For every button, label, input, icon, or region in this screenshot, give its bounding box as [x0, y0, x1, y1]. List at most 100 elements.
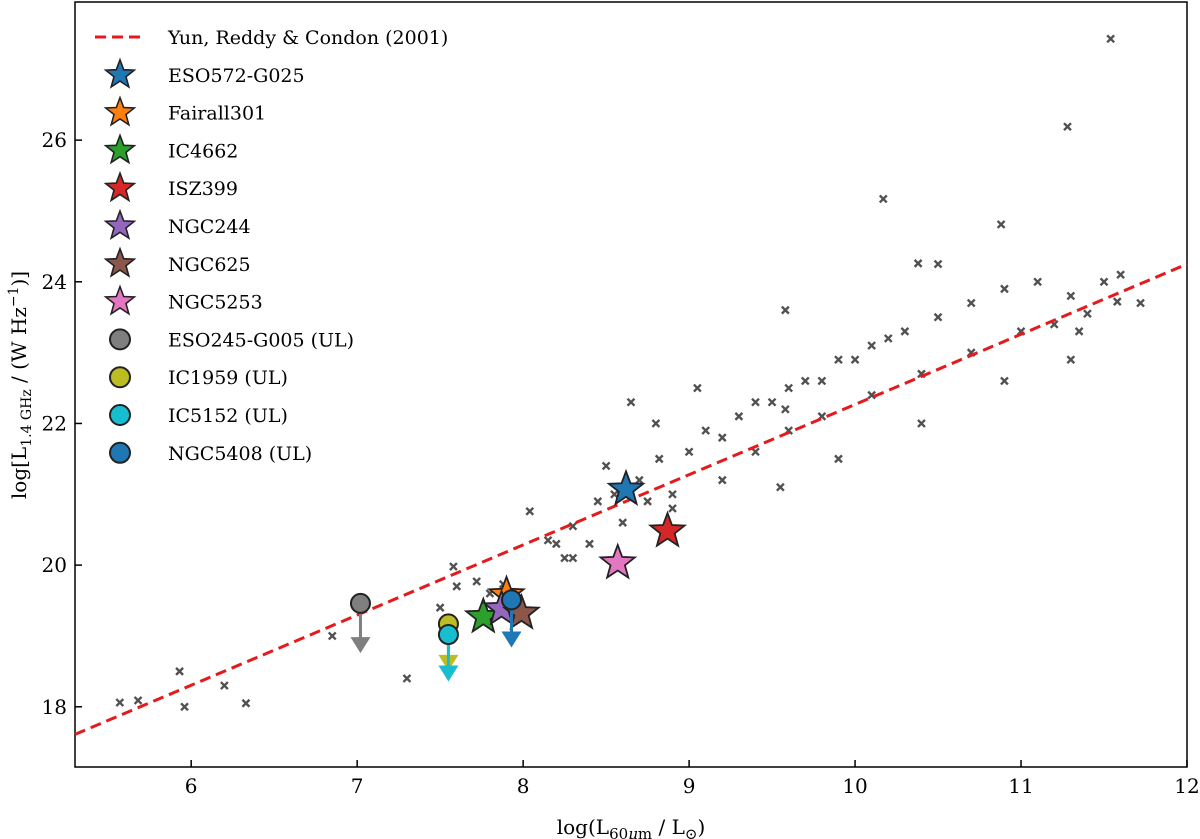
legend: Yun, Reddy & Condon (2001) ESO572-G025 Fai… [95, 27, 448, 465]
sample-point-22 [634, 475, 644, 485]
sample-point-67 [1074, 327, 1084, 336]
sample-point-23 [643, 497, 652, 506]
y-tick-label-3: 24 [42, 270, 67, 294]
sample-point-58 [717, 475, 727, 485]
sample-point-1 [133, 696, 143, 705]
sample-point-10 [449, 562, 458, 571]
sample-point-20 [585, 539, 594, 549]
legend-label-10: NGC5408 (UL) [168, 443, 312, 465]
x-axis-label-main: log(L [557, 815, 609, 839]
y-axis-label: log[L1.4 GHz / (W Hz−1)] [6, 271, 35, 499]
sample-point-28 [734, 412, 744, 421]
upper-limit-arrow-head-10 [501, 631, 522, 648]
y-axis-label-main: log[L [7, 447, 31, 499]
galaxy-marker-0 [606, 468, 646, 506]
sample-point-3 [180, 702, 189, 712]
x-axis-label-sub-mu: μ [628, 825, 638, 839]
sample-point-47 [1106, 34, 1115, 44]
sample-point-50 [996, 220, 1006, 229]
sample-point-5 [241, 698, 251, 708]
x-tick-label-0: 6 [185, 774, 198, 798]
x-tick-label-5: 11 [1008, 774, 1033, 798]
x-axis-label-tail: / L [652, 815, 685, 839]
legend-label-4: NGC244 [168, 216, 251, 238]
sample-point-21 [618, 518, 628, 527]
sample-point-53 [781, 305, 790, 315]
x-axis-label-sub-m: m [638, 825, 652, 839]
sample-point-34 [817, 376, 827, 386]
sample-point-15 [543, 535, 553, 545]
sample-point-76 [668, 489, 677, 499]
y-axis-label-tail: / (W Hz [7, 307, 31, 389]
sample-point-30 [767, 397, 777, 407]
sample-point-31 [784, 383, 794, 393]
sample-point-36 [850, 355, 860, 365]
sample-point-14 [525, 506, 535, 516]
sample-point-18 [593, 497, 603, 506]
legend-swatch-10 [109, 441, 131, 464]
legend-label-6: NGC5253 [168, 292, 263, 314]
legend-label-0: ESO572-G025 [168, 65, 305, 87]
x-axis-label-sub: 60μm [609, 825, 652, 839]
legend-label-9: IC5152 (UL) [168, 405, 288, 427]
galaxy-marker-10 [501, 589, 523, 611]
sample-point-43 [1033, 277, 1042, 287]
sample-point-57 [693, 383, 702, 393]
upper-limit-arrow-head-7 [350, 637, 371, 654]
sample-point-77 [668, 504, 677, 513]
tick-layer: 6 7 8 9 10 11 12 18 20 22 24 26 [42, 128, 1200, 798]
sample-point-6 [327, 631, 337, 641]
sample-point-8 [435, 603, 445, 612]
legend-label-2: IC4662 [168, 140, 238, 162]
galaxy-layer [349, 468, 688, 682]
y-tick-label-1: 20 [42, 553, 67, 577]
sample-point-51 [913, 259, 923, 268]
sample-point-49 [878, 194, 888, 204]
sample-point-26 [701, 426, 711, 435]
sample-point-17 [568, 521, 578, 531]
y-tick-label-0: 18 [42, 695, 67, 719]
sample-point-69 [1112, 297, 1122, 306]
legend-label-7: ESO245-G005 (UL) [168, 329, 354, 351]
sample-point-71 [1066, 355, 1076, 365]
y-tick-label-2: 22 [42, 411, 67, 435]
sample-point-27 [717, 433, 727, 442]
sample-point-2 [175, 667, 184, 676]
sample-point-45 [1099, 277, 1109, 287]
x-axis-label-sun: ⊙ [685, 825, 698, 839]
legend-swatch-0 [103, 57, 137, 89]
sample-point-56 [651, 419, 661, 428]
sample-point-4 [220, 681, 229, 690]
sample-point-24 [654, 454, 664, 464]
sample-point-9 [452, 582, 462, 591]
legend-label-3: ISZ399 [168, 178, 238, 200]
legend-swatch-7 [109, 328, 131, 351]
sample-point-70 [1136, 298, 1145, 308]
sample-point-44 [1066, 291, 1076, 301]
sample-point-46 [1116, 270, 1125, 280]
legend-swatch-9 [109, 404, 131, 426]
sample-point-25 [684, 447, 694, 457]
legend-label-8: IC1959 (UL) [168, 367, 288, 389]
upper-limit-arrow-head-9 [438, 665, 459, 682]
y-axis-label-sup: −1 [6, 287, 22, 308]
background-sample-layer [115, 34, 1145, 712]
x-axis-label-close: ) [697, 815, 705, 839]
x-tick-label-2: 8 [517, 774, 530, 798]
sample-point-40 [933, 312, 943, 322]
sample-point-55 [601, 461, 611, 471]
sample-point-48 [1063, 122, 1072, 132]
galaxy-marker-6 [598, 542, 638, 580]
sample-point-52 [933, 259, 943, 269]
sample-point-42 [1000, 284, 1009, 294]
sample-point-72 [1000, 376, 1009, 386]
x-tick-label-3: 9 [683, 774, 696, 798]
galaxy-marker-9 [437, 624, 459, 646]
sample-point-78 [568, 553, 578, 563]
y-tick-label-4: 26 [42, 128, 67, 152]
sample-point-37 [867, 341, 877, 350]
x-tick-label-4: 10 [842, 774, 867, 798]
legend-swatch-5 [103, 246, 137, 278]
legend-relation-label: Yun, Reddy & Condon (2001) [167, 27, 448, 49]
